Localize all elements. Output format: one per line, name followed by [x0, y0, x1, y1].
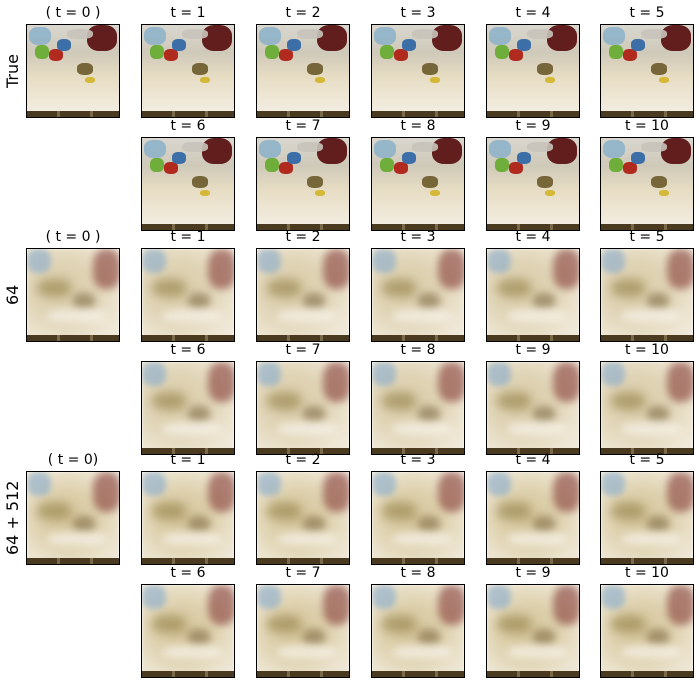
- frame-title: t = 8: [400, 342, 436, 358]
- predicted-frame: [141, 361, 235, 455]
- frame-title: t = 4: [515, 5, 551, 21]
- predicted-frame: [371, 471, 465, 565]
- frame-title: t = 2: [285, 452, 321, 468]
- frame-title: t = 10: [625, 118, 669, 134]
- predicted-frame: [600, 137, 694, 231]
- predicted-frame: [371, 137, 465, 231]
- predicted-frame: [371, 248, 465, 342]
- frame-title: t = 10: [625, 342, 669, 358]
- predicted-frame: [486, 584, 580, 678]
- frame-title: t = 1: [170, 452, 206, 468]
- frame-title: t = 9: [515, 342, 551, 358]
- frame-title: t = 4: [515, 452, 551, 468]
- context-frame: [26, 24, 120, 118]
- frame-title: t = 9: [515, 565, 551, 581]
- frame-title: t = 5: [629, 452, 665, 468]
- frame-title: ( t = 0 ): [45, 5, 101, 21]
- row-label: True: [3, 54, 22, 88]
- predicted-frame: [371, 24, 465, 118]
- predicted-frame: [486, 24, 580, 118]
- predicted-frame: [141, 471, 235, 565]
- frame-title: t = 5: [629, 229, 665, 245]
- frame-title: t = 6: [170, 342, 206, 358]
- predicted-frame: [486, 471, 580, 565]
- predicted-frame: [256, 584, 350, 678]
- frame-title: t = 8: [400, 565, 436, 581]
- frame-title: t = 7: [285, 118, 321, 134]
- predicted-frame: [600, 584, 694, 678]
- predicted-frame: [141, 584, 235, 678]
- predicted-frame: [600, 24, 694, 118]
- predicted-frame: [600, 471, 694, 565]
- predicted-frame: [371, 584, 465, 678]
- frame-title: t = 7: [285, 565, 321, 581]
- predicted-frame: [256, 248, 350, 342]
- frame-title: t = 4: [515, 229, 551, 245]
- frame-title: t = 5: [629, 5, 665, 21]
- frame-title: t = 10: [625, 565, 669, 581]
- predicted-frame: [600, 361, 694, 455]
- predicted-frame: [141, 137, 235, 231]
- predicted-frame: [256, 361, 350, 455]
- frame-title: t = 9: [515, 118, 551, 134]
- frame-title: t = 1: [170, 229, 206, 245]
- context-frame: [26, 248, 120, 342]
- frame-title: ( t = 0): [47, 452, 99, 468]
- predicted-frame: [256, 24, 350, 118]
- row-label: 64 + 512: [3, 480, 22, 556]
- predicted-frame: [600, 248, 694, 342]
- frame-title: t = 7: [285, 342, 321, 358]
- frame-title: t = 2: [285, 229, 321, 245]
- frame-title: t = 3: [400, 229, 436, 245]
- frame-title: t = 1: [170, 5, 206, 21]
- predicted-frame: [256, 137, 350, 231]
- frame-title: t = 3: [400, 5, 436, 21]
- frame-title: t = 3: [400, 452, 436, 468]
- row-label: 64: [3, 284, 22, 306]
- frame-title: t = 8: [400, 118, 436, 134]
- predicted-frame: [486, 361, 580, 455]
- predicted-frame: [141, 248, 235, 342]
- frame-title: t = 6: [170, 565, 206, 581]
- frame-title: t = 6: [170, 118, 206, 134]
- predicted-frame: [486, 248, 580, 342]
- predicted-frame: [256, 471, 350, 565]
- predicted-frame: [486, 137, 580, 231]
- predicted-frame: [371, 361, 465, 455]
- frame-title: t = 2: [285, 5, 321, 21]
- context-frame: [26, 471, 120, 565]
- predicted-frame: [141, 24, 235, 118]
- frame-title: ( t = 0 ): [45, 229, 101, 245]
